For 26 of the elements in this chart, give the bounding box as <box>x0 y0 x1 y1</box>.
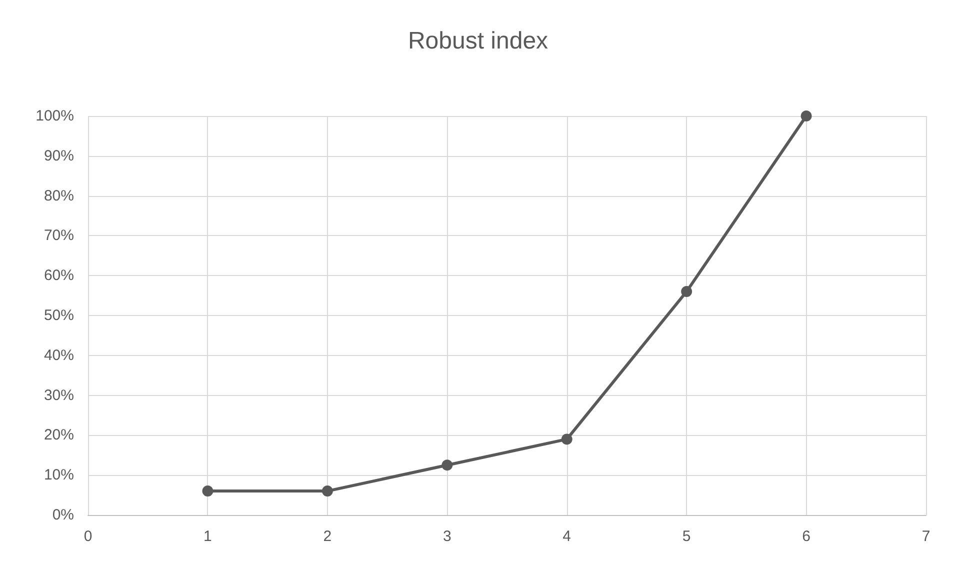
y-tick-label: 90% <box>44 147 74 164</box>
y-tick-label: 30% <box>44 386 74 404</box>
point <box>202 486 214 497</box>
y-tick-label: 50% <box>44 307 74 324</box>
y-tick-label: 0% <box>52 506 74 524</box>
y-tick-label: 80% <box>44 187 74 204</box>
x-tick-label: 7 <box>922 528 930 545</box>
x-tick-label: 4 <box>562 528 572 545</box>
x-tick-label: 6 <box>802 528 810 545</box>
y-tick-label: 40% <box>44 346 74 364</box>
point <box>322 486 333 497</box>
x-tick-label: 0 <box>84 528 92 545</box>
point <box>800 110 812 122</box>
point <box>561 434 572 445</box>
x-tick-label: 5 <box>682 528 691 545</box>
x-tick-label: 3 <box>442 528 452 545</box>
point <box>681 286 692 298</box>
y-tick-label: 20% <box>44 426 74 444</box>
x-tick-label: 1 <box>204 528 212 545</box>
y-tick-label: 70% <box>44 227 74 244</box>
y-tick-label: 10% <box>44 466 74 484</box>
x-tick-label: 2 <box>323 528 332 545</box>
y-tick-label: 60% <box>44 267 74 284</box>
y-tick-label: 100% <box>36 108 74 124</box>
chart-title: Robust index <box>408 28 548 54</box>
point <box>442 460 453 471</box>
